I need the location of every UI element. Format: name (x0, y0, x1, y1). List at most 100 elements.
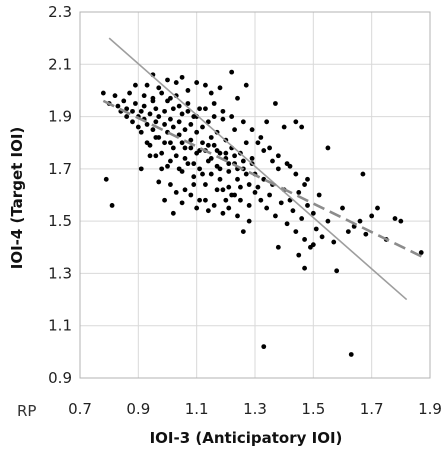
data-point (293, 119, 299, 125)
data-point (264, 119, 270, 125)
data-point (267, 145, 272, 151)
y-tick-label: 2.3 (48, 3, 72, 21)
data-point (243, 140, 249, 146)
data-point (170, 145, 176, 151)
data-point (217, 176, 223, 182)
data-point (130, 119, 135, 125)
data-point (130, 108, 135, 114)
data-point (138, 166, 144, 172)
data-point (226, 169, 232, 174)
data-point (185, 101, 191, 106)
data-points (100, 69, 424, 357)
data-point (235, 95, 240, 101)
data-point (217, 85, 223, 91)
data-point (168, 116, 173, 122)
data-point (369, 213, 375, 219)
data-point (159, 90, 165, 96)
dashed-trend-line (102, 99, 425, 259)
data-point (240, 229, 246, 235)
data-point (243, 82, 249, 88)
data-point (296, 252, 302, 258)
data-point (191, 182, 197, 187)
y-tick-label: 1.7 (48, 160, 72, 178)
grid-lines (79, 11, 431, 379)
data-point (188, 122, 194, 127)
data-point (267, 192, 272, 198)
data-point (252, 189, 258, 195)
x-axis-title: IOI-3 (Anticipatory IOI) (150, 429, 343, 447)
data-point (203, 82, 208, 88)
data-point (240, 158, 246, 164)
data-point (293, 171, 299, 177)
data-point (170, 106, 176, 112)
data-point (115, 103, 121, 109)
x-tick-label: 0.7 (68, 400, 92, 418)
data-point (226, 184, 232, 190)
x-tick-label: 0.9 (126, 400, 150, 418)
data-point (138, 108, 144, 114)
data-point (197, 197, 202, 203)
data-point (255, 184, 261, 190)
data-point (156, 85, 162, 91)
data-point (188, 137, 194, 143)
y-axis-ticks: 0.9 1.1 1.3 1.5 1.7 1.9 2.1 2.3 (48, 3, 72, 387)
data-point (240, 119, 246, 125)
data-point (147, 153, 153, 159)
data-point (141, 93, 147, 99)
data-point (290, 208, 296, 214)
data-point (135, 124, 141, 130)
data-point (200, 171, 205, 177)
data-point (168, 140, 173, 146)
data-point (109, 203, 115, 208)
data-point (194, 80, 200, 85)
data-point (278, 200, 284, 206)
data-point (156, 114, 162, 119)
data-point (153, 135, 159, 140)
data-point (112, 93, 118, 99)
data-point (246, 218, 252, 224)
data-point (162, 140, 167, 146)
x-tick-label: 1.1 (185, 400, 209, 418)
data-point (305, 203, 310, 208)
data-point (418, 250, 424, 255)
data-point (165, 163, 170, 169)
y-tick-label: 1.9 (48, 108, 72, 126)
data-point (232, 153, 237, 159)
data-point (176, 119, 182, 125)
data-point (273, 213, 278, 219)
data-point (211, 114, 217, 119)
data-point (124, 114, 130, 119)
data-point (313, 226, 319, 232)
data-point (258, 135, 264, 140)
data-point (281, 124, 287, 130)
data-point (179, 140, 185, 146)
x-tick-label: 1.7 (360, 400, 384, 418)
data-point (302, 182, 307, 187)
data-point (194, 129, 200, 135)
data-point (340, 205, 345, 211)
data-point (310, 210, 316, 216)
data-point (214, 187, 220, 193)
data-point (173, 189, 179, 195)
data-point (232, 127, 237, 133)
data-point (208, 156, 214, 161)
data-point (334, 268, 340, 274)
data-point (188, 145, 194, 151)
data-point (211, 101, 217, 106)
data-point (220, 187, 226, 193)
data-point (255, 140, 261, 146)
data-point (179, 74, 185, 80)
data-point (185, 88, 191, 93)
data-point (165, 77, 170, 83)
data-point (168, 95, 173, 101)
data-point (226, 205, 232, 211)
data-point (226, 161, 232, 167)
data-point (305, 176, 310, 182)
data-point (156, 179, 162, 185)
data-point (325, 218, 331, 224)
data-point (261, 344, 267, 350)
data-point (182, 145, 188, 151)
data-point (375, 205, 380, 211)
data-point (153, 153, 159, 159)
data-point (249, 127, 255, 133)
